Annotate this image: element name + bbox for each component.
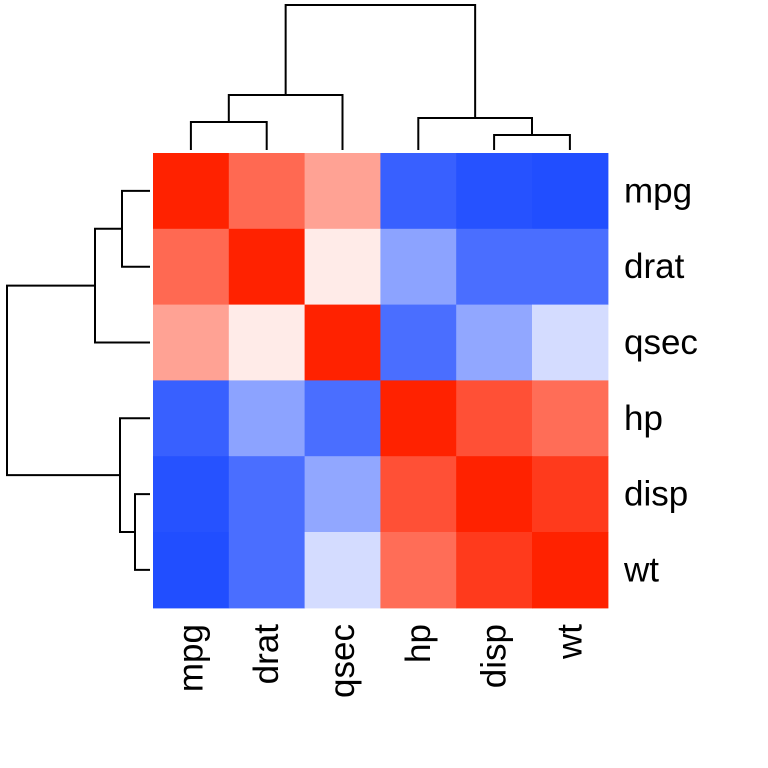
- heatmap-cell-qsec-mpg: [153, 304, 230, 381]
- heatmap-cell-wt-hp: [380, 532, 457, 609]
- heatmap-cell-wt-disp: [456, 532, 533, 609]
- column-label-hp: hp: [399, 624, 438, 663]
- heatmap-cell-mpg-wt: [532, 153, 609, 230]
- column-label-mpg: mpg: [171, 624, 210, 692]
- heatmap-cell-drat-hp: [380, 228, 457, 306]
- heatmap-cell-drat-disp: [456, 228, 533, 306]
- dendrogram-branch: [189, 121, 268, 150]
- heatmap-cell-hp-hp: [380, 380, 457, 457]
- dendrogram-branch: [121, 189, 150, 268]
- heatmap-cell-wt-qsec: [304, 532, 381, 609]
- heatmap-cell-qsec-qsec: [304, 304, 381, 381]
- row-dendrogram: [6, 189, 150, 571]
- column-labels: mpg drat qsec hp disp wt: [171, 624, 589, 698]
- dendrogram-branch: [134, 493, 150, 571]
- heatmap-cell-hp-mpg: [153, 380, 230, 457]
- heatmap-cell-qsec-drat: [228, 304, 306, 381]
- column-label-disp: disp: [475, 624, 514, 688]
- column-label-drat: drat: [247, 624, 286, 685]
- row-label-disp: disp: [624, 475, 688, 514]
- heatmap-cell-disp-wt: [532, 456, 609, 533]
- heatmap-cell-hp-wt: [532, 380, 609, 457]
- heatmap-cell-disp-mpg: [153, 456, 230, 533]
- heatmap-cell-hp-drat: [228, 380, 306, 457]
- row-label-hp: hp: [624, 399, 663, 438]
- heatmap-cell-drat-drat: [228, 228, 306, 306]
- heatmap-cell-wt-mpg: [153, 532, 230, 609]
- heatmap-cells: [153, 153, 609, 609]
- heatmap-cell-mpg-disp: [456, 153, 533, 230]
- row-labels: mpg drat qsec hp disp wt: [623, 171, 698, 589]
- heatmap-cell-mpg-hp: [380, 153, 457, 230]
- heatmap-cell-disp-qsec: [304, 456, 381, 533]
- heatmap-cell-wt-wt: [532, 532, 609, 609]
- row-label-wt: wt: [623, 550, 659, 589]
- row-label-drat: drat: [624, 247, 685, 286]
- heatmap-cell-disp-disp: [456, 456, 533, 533]
- heatmap-cell-mpg-mpg: [153, 153, 230, 230]
- dendrogram-branch: [284, 4, 477, 118]
- heatmap-cell-disp-drat: [228, 456, 306, 533]
- heatmap-cell-qsec-disp: [456, 304, 533, 381]
- heatmap-cell-drat-mpg: [153, 228, 230, 306]
- heatmap-cell-hp-disp: [456, 380, 533, 457]
- heatmap-cell-qsec-wt: [532, 304, 609, 381]
- column-dendrogram: [189, 4, 571, 150]
- heatmap-cell-wt-drat: [228, 532, 306, 609]
- row-label-mpg: mpg: [624, 171, 692, 210]
- dendrogram-branch: [6, 284, 120, 477]
- heatmap-cell-drat-wt: [532, 228, 609, 306]
- heatmap-cell-mpg-qsec: [304, 153, 381, 230]
- heatmap-cell-drat-qsec: [304, 228, 381, 306]
- heatmap-cell-hp-qsec: [304, 380, 381, 457]
- column-label-qsec: qsec: [323, 624, 362, 698]
- heatmap-cell-disp-hp: [380, 456, 457, 533]
- dendrogram-branch: [493, 134, 571, 150]
- row-label-qsec: qsec: [624, 323, 698, 362]
- column-label-wt: wt: [550, 624, 589, 660]
- heatmap-cell-mpg-drat: [228, 153, 306, 230]
- heatmap-cell-qsec-hp: [380, 304, 457, 381]
